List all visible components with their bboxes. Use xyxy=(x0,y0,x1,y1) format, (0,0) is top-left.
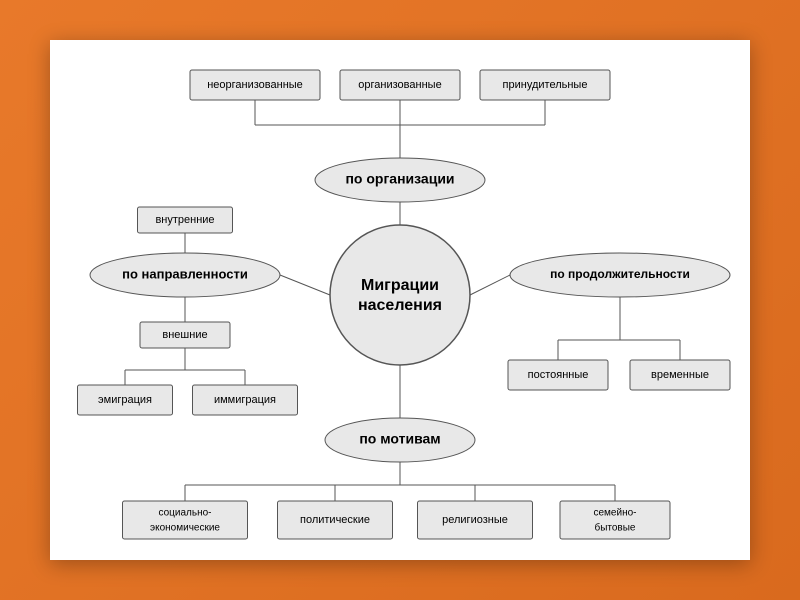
category-duration: по продолжительности xyxy=(550,267,690,281)
center-label-1: Миграции xyxy=(361,277,439,294)
dur-child-0: постоянные xyxy=(528,369,589,381)
center-label-2: населения xyxy=(358,297,442,314)
category-organization: по организации xyxy=(345,171,454,187)
mot-child-0-l2: экономические xyxy=(150,523,220,534)
mot-child-0-l1: социально- xyxy=(158,508,211,519)
dir-sub-1: иммиграция xyxy=(214,394,276,406)
org-child-2: принудительные xyxy=(503,79,588,91)
mot-child-3-l2: бытовые xyxy=(594,522,635,534)
dir-up-0: внутренние xyxy=(155,214,214,226)
category-motives: по мотивам xyxy=(359,431,440,447)
dur-child-1: временные xyxy=(651,369,709,381)
diagram-panel: Миграции населения по организации неорганиз… xyxy=(50,40,750,560)
dir-sub-0: эмиграция xyxy=(98,394,152,406)
slide-background: Миграции населения по организации неорганиз… xyxy=(0,0,800,600)
mot-child-1: политические xyxy=(300,514,370,526)
org-child-0: неорганизованные xyxy=(207,79,303,91)
org-child-1: организованные xyxy=(358,79,441,91)
dir-down-0: внешние xyxy=(162,329,207,341)
category-direction: по направленности xyxy=(122,266,248,281)
mot-child-2: религиозные xyxy=(442,514,508,526)
diagram-svg: Миграции населения по организации неорганиз… xyxy=(50,40,750,560)
mot-child-3-l1: семейно- xyxy=(594,508,637,519)
